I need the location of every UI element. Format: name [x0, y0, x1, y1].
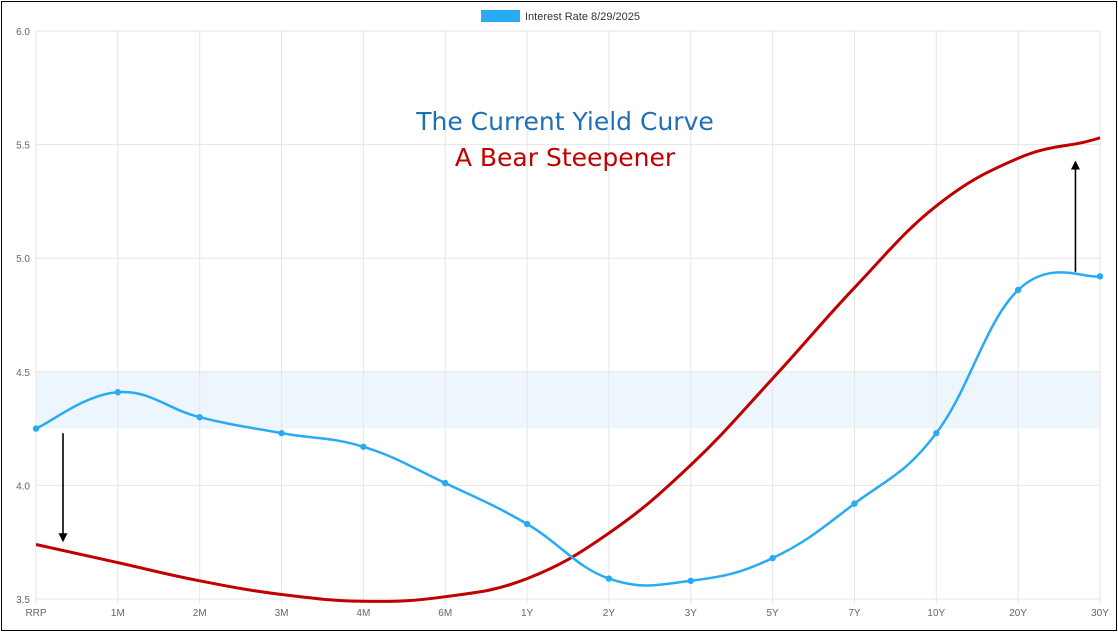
- x-tick-label: RRP: [25, 608, 46, 619]
- data-point: [1014, 286, 1022, 294]
- y-tick-label: 4.5: [16, 368, 30, 379]
- data-point: [442, 479, 449, 487]
- data-point: [769, 554, 776, 562]
- x-tick-label: 30Y: [1091, 608, 1109, 619]
- arrow-head: [1070, 160, 1080, 170]
- x-tick-label: 3Y: [685, 608, 698, 619]
- series-layer: [35, 136, 1101, 603]
- x-tick-label: 20Y: [1009, 608, 1027, 619]
- data-point: [1096, 273, 1104, 280]
- data-point: [360, 443, 367, 450]
- annotation-subtitle: A Bear Steepener: [455, 143, 676, 172]
- y-tick-label: 4.0: [16, 481, 30, 492]
- annotation-title: The Current Yield Curve: [415, 107, 714, 136]
- data-point: [114, 389, 122, 396]
- legend-label: Interest Rate 8/29/2025: [525, 11, 640, 23]
- projected-curve-line: [35, 136, 1101, 603]
- data-point: [523, 520, 531, 528]
- point-layer: [32, 273, 1104, 585]
- data-point: [278, 429, 285, 437]
- y-tick-label: 5.0: [16, 254, 30, 265]
- arrow-layer: [58, 160, 1080, 543]
- data-point: [32, 425, 40, 432]
- y-tick-label: 5.5: [16, 141, 30, 152]
- x-tick-label: 7Y: [848, 608, 861, 619]
- highlight-band: [36, 371, 1100, 429]
- legend[interactable]: Interest Rate 8/29/2025: [481, 10, 640, 23]
- x-tick-label: 5Y: [766, 608, 779, 619]
- arrow-head: [58, 533, 68, 543]
- legend-swatch: [481, 10, 520, 22]
- data-point: [851, 500, 858, 507]
- y-tick-label: 6.0: [16, 27, 30, 38]
- data-point: [605, 575, 613, 582]
- data-point: [687, 577, 694, 585]
- x-tick-label: 10Y: [927, 608, 945, 619]
- x-tick-label: 2M: [193, 608, 207, 619]
- highlight-band-layer: [36, 371, 1100, 429]
- grid-layer: [35, 30, 1101, 604]
- x-tick-label: 1Y: [521, 608, 534, 619]
- x-tick-label: 4M: [356, 608, 370, 619]
- x-tick-label: 3M: [275, 608, 289, 619]
- x-tick-label: 1M: [111, 608, 125, 619]
- data-point: [196, 414, 203, 421]
- x-tick-label: 6M: [438, 608, 452, 619]
- x-tick-label: 2Y: [603, 608, 616, 619]
- data-point: [933, 429, 940, 437]
- axis-layer: 3.5 4.0 4.5 5.0 5.5 6.0 RRP 1M 2M 3M 4M 6M 1Y 2Y 3Y 5Y 7…: [16, 27, 1109, 619]
- current-curve-line: [35, 271, 1101, 587]
- y-tick-label: 3.5: [16, 595, 30, 606]
